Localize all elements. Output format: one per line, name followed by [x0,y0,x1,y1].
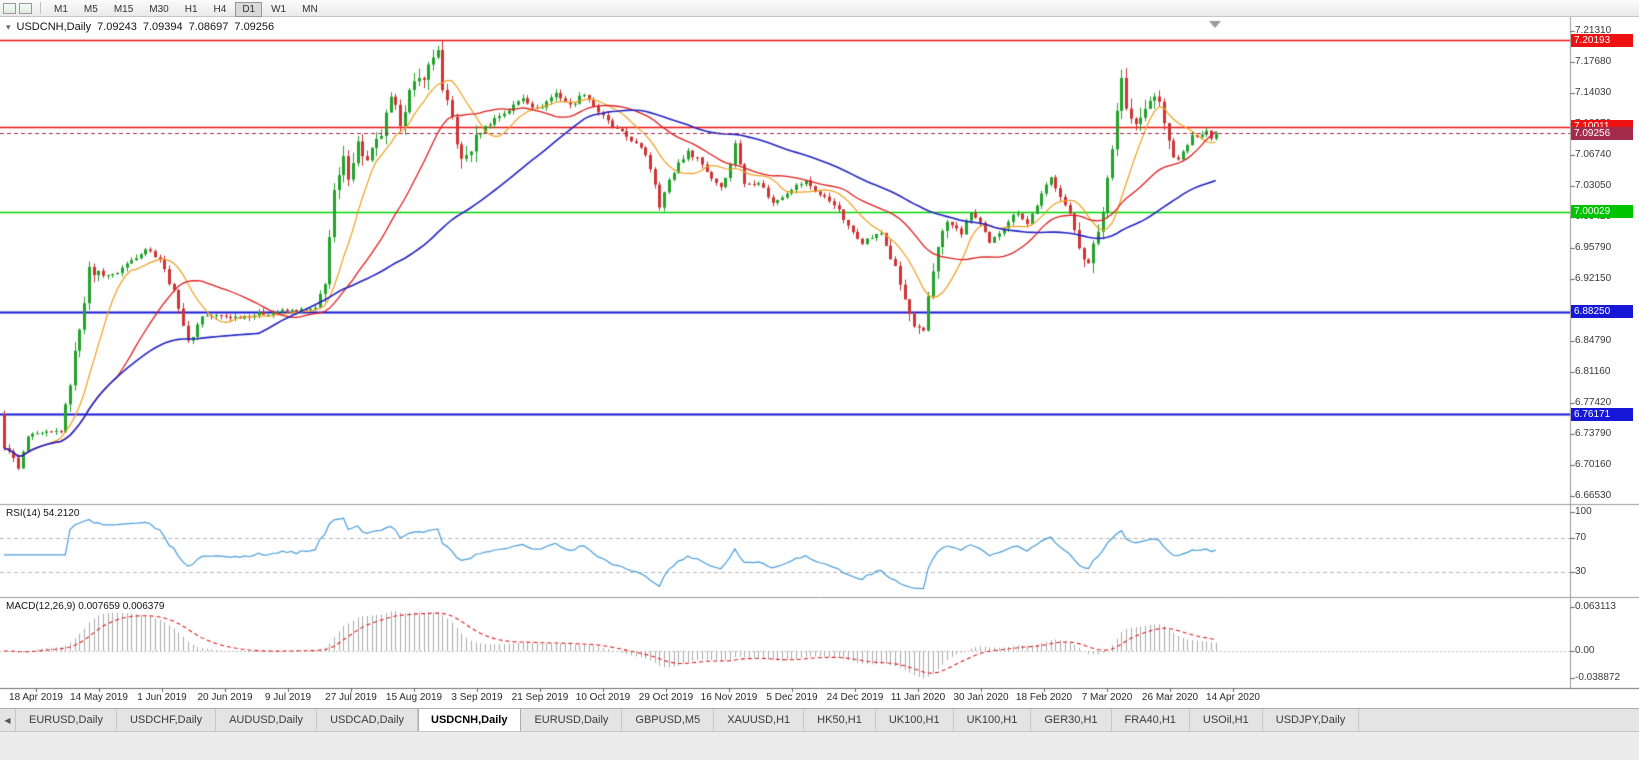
price-level-label: 7.09256 [1571,127,1633,140]
price-chart-canvas[interactable] [0,17,1639,708]
timeframe-m5-button[interactable]: M5 [83,4,98,15]
chart-tab-gbpusd-m5[interactable]: GBPUSD,M5 [622,709,715,731]
chart-tab-bar: ◀ EURUSD,Daily USDCHF,Daily AUDUSD,Daily US… [0,708,1639,731]
price-axis-tick: 6.66530 [1575,490,1612,501]
chart-tab-uk100-h1[interactable]: UK100,H1 [953,709,1032,731]
chart-tab-fra40-h1[interactable]: FRA40,H1 [1111,709,1190,731]
timeframe-toolbar: M1 M5 M15 M30 H1 H4 D1 W1 MN [0,0,1639,17]
date-axis-label: 15 Aug 2019 [385,692,443,703]
price-axis-tick: 6.81160 [1575,366,1611,377]
chart-tab-audusd-daily[interactable]: AUDUSD,Daily [216,709,318,731]
timeframe-w1-button[interactable]: W1 [271,4,287,15]
date-axis-label: 10 Oct 2019 [575,692,631,703]
macd-axis-tick: 0.063113 [1575,600,1616,612]
price-axis-tick: 6.70160 [1575,459,1612,470]
price-axis-tick: 6.84790 [1575,335,1612,346]
chart-tab-ger30-h1[interactable]: GER30,H1 [1031,709,1112,731]
chart-title: ▾ USDCNH,Daily 7.09243 7.09394 7.08697 7… [6,21,274,33]
timeframe-m15-button[interactable]: M15 [113,4,134,15]
date-axis-label: 14 May 2019 [70,692,128,703]
date-axis-label: 5 Dec 2019 [766,692,818,703]
date-axis-label: 9 Jul 2019 [264,692,312,703]
chart-tabs: EURUSD,Daily USDCHF,Daily AUDUSD,Daily USDC… [16,709,1360,731]
timeframe-h1-button[interactable]: H1 [184,4,198,15]
chart-tab-usdcnh-daily[interactable]: USDCNH,Daily [418,709,522,731]
timeframe-m30-button[interactable]: M30 [149,4,169,15]
rsi-axis-tick: 70 [1575,531,1587,543]
price-axis-tick: 7.06740 [1575,149,1612,160]
price-axis-tick: 6.73790 [1575,428,1612,439]
date-axis-label: 20 Jun 2019 [197,692,253,703]
chart-tab-usdcad-daily[interactable]: USDCAD,Daily [317,709,419,731]
price-axis-tick: 7.17680 [1575,56,1612,67]
timeframe-h4-button[interactable]: H4 [213,4,227,15]
price-level-label: 6.88250 [1571,305,1633,318]
rsi-axis-tick: 30 [1575,565,1587,577]
date-axis-label: 24 Dec 2019 [826,692,884,703]
date-axis-label: 30 Jan 2020 [953,692,1009,703]
chart-tab-usoil-h1[interactable]: USOil,H1 [1189,709,1263,731]
chart-tab-xauusd-h1[interactable]: XAUUSD,H1 [714,709,805,731]
price-axis-tick: 6.92150 [1575,273,1612,284]
chart-tab-uk100-h1[interactable]: UK100,H1 [875,709,954,731]
status-bar [0,731,1639,760]
price-level-label: 7.20193 [1571,34,1633,47]
chart-tab-eurusd-daily[interactable]: EURUSD,Daily [16,709,117,731]
timeframe-m1-button[interactable]: M1 [54,4,68,15]
close-value: 7.09256 [234,21,275,33]
date-axis-label: 3 Sep 2019 [451,692,503,703]
date-axis-label: 16 Nov 2019 [700,692,758,703]
macd-indicator-label: MACD(12,26,9) 0.007659 0.006379 [6,601,165,612]
low-value: 7.08697 [188,21,229,33]
rsi-axis-tick: 100 [1575,506,1592,517]
date-axis-label: 14 Apr 2020 [1206,692,1260,703]
price-axis-tick: 6.95790 [1575,242,1612,253]
macd-axis-tick: 0.00 [1575,645,1595,656]
open-value: 7.09243 [97,21,137,33]
chart-tab-hk50-h1[interactable]: HK50,H1 [804,709,876,731]
macd-axis-tick: -0.038872 [1575,672,1621,684]
timeframe-buttons: M1 M5 M15 M30 H1 H4 D1 W1 MN [46,0,326,17]
symbol-dropdown-icon[interactable]: ▾ [6,21,11,32]
price-axis-tick: 7.03050 [1575,180,1612,191]
price-level-label: 7.00029 [1571,205,1633,218]
timeframe-d1-button[interactable]: D1 [235,2,263,17]
chart-template-icon[interactable] [19,2,32,14]
price-level-label: 6.76171 [1571,408,1633,421]
date-axis-label: 21 Sep 2019 [511,692,569,703]
date-axis-label: 11 Jan 2020 [890,692,946,703]
high-value: 7.09394 [142,21,183,33]
chart-area: 7.213107.176807.140307.103707.067407.030… [0,17,1639,708]
chart-window-icon[interactable] [3,2,16,14]
symbol-period-label: USDCNH,Daily [16,21,92,33]
date-axis-label: 27 Jul 2019 [325,692,377,703]
price-axis-tick: 7.21310 [1575,25,1612,36]
date-axis-label: 1 Jun 2019 [137,692,187,703]
date-axis-label: 18 Apr 2019 [9,692,63,703]
price-axis-tick: 7.14030 [1575,87,1612,98]
rsi-indicator-label: RSI(14) 54.2120 [6,508,80,519]
chart-tab-usdchf-daily[interactable]: USDCHF,Daily [116,709,217,731]
date-axis-label: 7 Mar 2020 [1081,692,1133,703]
toolbar-separator [40,2,41,14]
timeframe-mn-button[interactable]: MN [302,4,318,15]
chart-tab-eurusd-daily[interactable]: EURUSD,Daily [521,709,623,731]
tab-scroll-left-icon[interactable]: ◀ [0,709,16,731]
date-axis-label: 29 Oct 2019 [638,692,694,703]
chart-tab-usdjpy-daily[interactable]: USDJPY,Daily [1262,709,1360,731]
date-axis-label: 26 Mar 2020 [1141,692,1199,703]
price-axis-tick: 6.77420 [1575,397,1612,408]
date-axis-label: 18 Feb 2020 [1015,692,1073,703]
